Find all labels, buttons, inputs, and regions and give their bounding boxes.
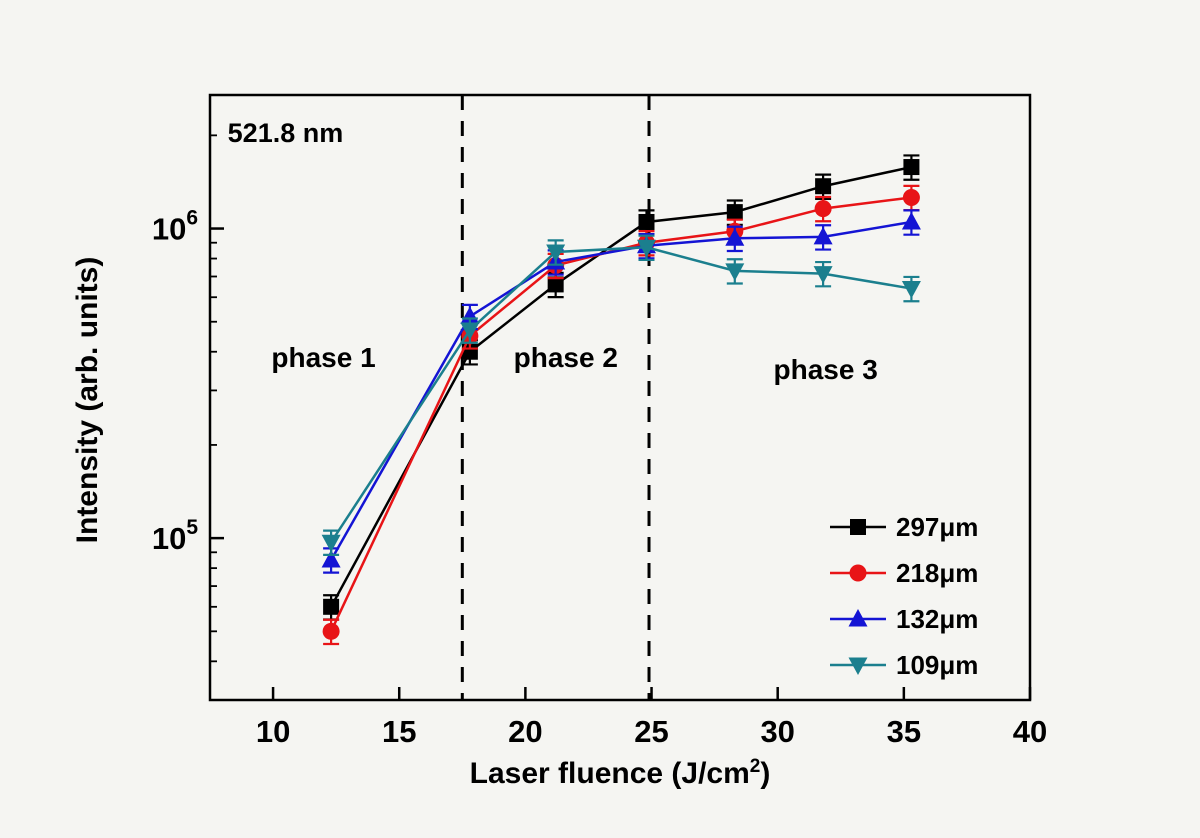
marker-triangle-down [848, 657, 868, 675]
marker-triangle-up [848, 609, 868, 627]
x-tick-label: 10 [256, 714, 290, 749]
x-tick-label: 40 [1013, 714, 1047, 749]
marker-square [903, 159, 920, 176]
marker-square [815, 178, 832, 195]
marker-circle [814, 200, 832, 218]
marker-triangle-up [813, 226, 833, 245]
x-axis-title-sup: 2 [749, 756, 761, 777]
x-tick-label: 25 [634, 714, 668, 749]
y-axis-title: Intensity (arb. units) [71, 256, 104, 544]
marker-triangle-down [460, 322, 480, 341]
y-tick-label: 105 [152, 516, 198, 556]
x-axis-title: Laser fluence (J/cm2) [470, 756, 771, 791]
legend-label: 109μm [896, 650, 978, 680]
legend-label: 132μm [896, 604, 978, 634]
marker-square [547, 276, 564, 293]
marker-triangle-up [460, 306, 480, 324]
phase-2-label: phase 2 [514, 342, 618, 373]
x-axis-title-close: ) [760, 757, 771, 790]
marker-triangle-down [636, 239, 656, 258]
phase-3-label: phase 3 [773, 354, 877, 385]
series-3-line [330, 246, 912, 543]
phase-1-label: phase 1 [271, 342, 375, 373]
marker-square [850, 519, 866, 535]
marker-circle [849, 564, 867, 582]
marker-triangle-up [321, 549, 341, 568]
marker-triangle-down [321, 534, 341, 553]
marker-triangle-down [901, 281, 921, 299]
y-tick-label: 106 [152, 207, 198, 247]
marker-square [726, 204, 743, 221]
x-tick-label: 30 [760, 714, 794, 749]
marker-triangle-down [546, 244, 566, 262]
x-tick-label: 35 [887, 714, 921, 749]
marker-circle [902, 188, 920, 206]
x-tick-label: 15 [382, 714, 416, 749]
plot-border [208, 93, 1032, 702]
marker-circle [322, 622, 340, 640]
legend-label: 218μm [896, 558, 978, 588]
marker-square [323, 598, 340, 615]
marker-triangle-up [725, 228, 745, 246]
marker-square [638, 213, 655, 230]
marker-triangle-down [813, 266, 833, 284]
marker-triangle-down [725, 263, 745, 281]
wavelength-label: 521.8 nm [228, 118, 344, 148]
legend-label: 297μm [896, 512, 978, 542]
x-tick-label: 20 [508, 714, 542, 749]
marker-triangle-up [901, 211, 921, 230]
x-axis-title-text: Laser fluence (J/cm [469, 757, 750, 790]
